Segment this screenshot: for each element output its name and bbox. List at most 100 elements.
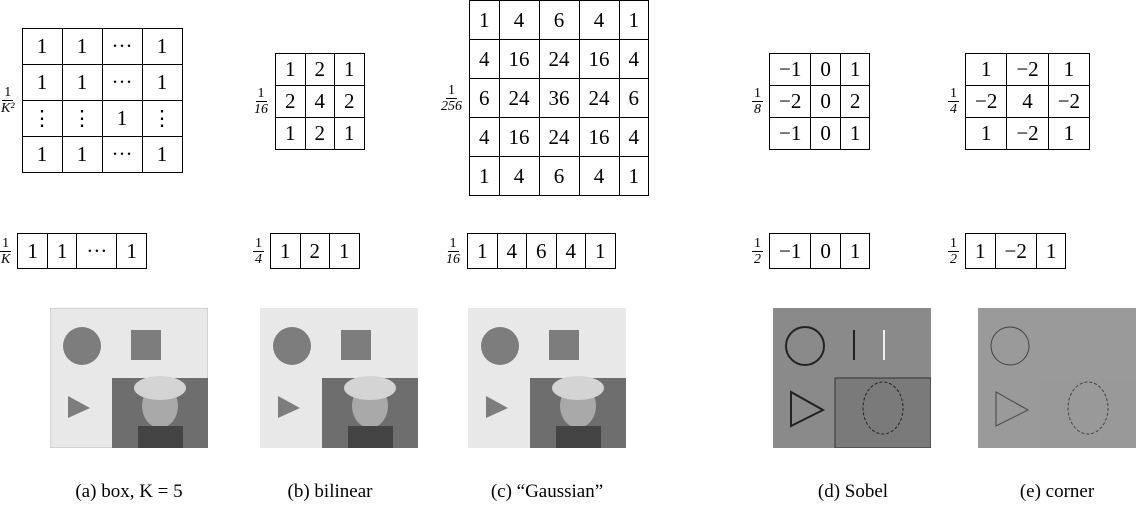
kernel-row: 1 −2 1: [964, 53, 1091, 86]
numerator: 1: [255, 86, 267, 102]
circle-shape: [273, 327, 311, 365]
kernel-cell: 1: [618, 0, 649, 40]
kernel-cell: 1: [469, 0, 500, 40]
kernel-cell: ···: [101, 28, 143, 65]
kernel-row: −2 0 2: [768, 85, 871, 118]
separable-cell: 2: [299, 233, 330, 269]
kernel-cell: ⋮: [141, 100, 183, 137]
filtered-image: [260, 308, 418, 448]
kernel-cell: 2: [275, 85, 306, 118]
separable-cell: 1: [17, 233, 48, 269]
kernel-cell: −1: [768, 117, 812, 150]
kernel-cell: 1: [101, 100, 143, 137]
kernel-cell: 1: [275, 53, 306, 86]
kernel-cell: 1: [1047, 117, 1091, 150]
kernel-cell: 4: [498, 156, 540, 196]
circle-shape: [481, 327, 519, 365]
kernel-cell: 1: [21, 28, 63, 65]
numerator: 1: [752, 86, 763, 102]
kernel-row: 1 −2 1: [964, 117, 1091, 150]
kernel-block: 1 256 1 4 6 4 1 4 16 24 16 4 6 24 36 24 6 4 16 24 16 4 1 4 6 4 1: [440, 0, 649, 196]
kernel-cell: ···: [101, 64, 143, 101]
separable-cell: 4: [555, 233, 586, 269]
filtered-image: [978, 308, 1136, 448]
kernel-cell: 1: [275, 117, 306, 150]
kernel-cell: 24: [578, 78, 620, 118]
kernel-table: 1 4 6 4 1 4 16 24 16 4 6 24 36 24 6 4 16 24 16 4 1 4 6 4 1: [469, 0, 649, 196]
photo-body: [556, 426, 601, 448]
kernel-cell: −2: [768, 85, 812, 118]
kernel-row: 1 1 ··· 1: [21, 136, 183, 173]
photo-edges: [1040, 378, 1136, 448]
kernel-cell: 1: [21, 64, 63, 101]
kernel-cell: 1: [964, 53, 1008, 86]
kernel-cell: 24: [538, 39, 580, 79]
kernel-block: 1 8 −1 0 1 −2 0 2 −1 0 1: [752, 53, 871, 150]
separable-cell: 1: [585, 233, 616, 269]
kernel-cell: 16: [578, 39, 620, 79]
separable-block: 1 16 1 4 6 4 1: [445, 233, 616, 269]
kernel-cell: 0: [810, 53, 841, 86]
caption: (a) box, K = 5: [75, 481, 183, 502]
kernel-row: 1 1 ··· 1: [21, 28, 183, 65]
separable-cell: 1: [839, 233, 871, 269]
kernel-cell: 36: [538, 78, 580, 118]
kernel-cell: 2: [334, 85, 365, 118]
numerator: 1: [253, 235, 264, 252]
kernel-cell: 1: [21, 136, 63, 173]
circle-edge: [990, 326, 1030, 366]
kernel-cell: 0: [810, 117, 841, 150]
kernel-row: −1 0 1: [768, 117, 871, 150]
separable-cell: 1: [46, 233, 78, 269]
kernel-cell: 4: [618, 117, 649, 157]
numerator: 1: [948, 86, 959, 102]
kernel-table: −1 0 1 −2 0 2 −1 0 1: [768, 53, 871, 150]
separable-block: 1 K 1 1 ··· 1: [0, 233, 147, 269]
photo-edges: [834, 377, 931, 448]
kernel-cell: 4: [498, 0, 540, 40]
denominator: K: [1, 251, 11, 267]
denominator: 16: [446, 251, 460, 267]
fraction: 1 K²: [0, 85, 16, 116]
kernel-row: 1 1 ··· 1: [21, 64, 183, 101]
separable-row: 1 −2 1: [965, 233, 1067, 269]
caption: (b) bilinear: [287, 481, 373, 502]
kernel-cell: 1: [141, 28, 183, 65]
separable-table: −1 0 1: [768, 233, 871, 269]
separable-cell: 1: [1035, 233, 1067, 269]
kernel-cell: 1: [1047, 53, 1091, 86]
circle-edge: [785, 326, 825, 366]
separable-cell: 1: [467, 233, 498, 269]
filtered-image: [773, 308, 931, 448]
numerator: 1: [446, 82, 457, 99]
denominator: K²: [1, 101, 15, 116]
separable-cell: 0: [810, 233, 841, 269]
kernel-cell: 1: [141, 136, 183, 173]
kernel-cell: 6: [538, 156, 580, 196]
kernel-row: −1 0 1: [768, 53, 871, 86]
denominator: 256: [441, 98, 462, 114]
kernel-cell: 24: [498, 78, 540, 118]
kernel-cell: 1: [839, 53, 871, 86]
numerator: 1: [752, 235, 763, 252]
kernel-block: 1 K² 1 1 ··· 1 1 1 ··· 1 ⋮ ⋮ 1 ⋮ 1 1 ··· 1: [0, 28, 183, 173]
kernel-cell: 4: [469, 117, 500, 157]
kernel-cell: ⋮: [61, 100, 103, 137]
kernel-cell: ⋮: [21, 100, 63, 137]
separable-cell: 1: [270, 233, 301, 269]
numerator: 1: [0, 235, 12, 252]
denominator: 4: [255, 251, 262, 267]
kernel-cell: 16: [498, 117, 540, 157]
kernel-table: 1 1 ··· 1 1 1 ··· 1 ⋮ ⋮ 1 ⋮ 1 1 ··· 1: [21, 28, 183, 173]
